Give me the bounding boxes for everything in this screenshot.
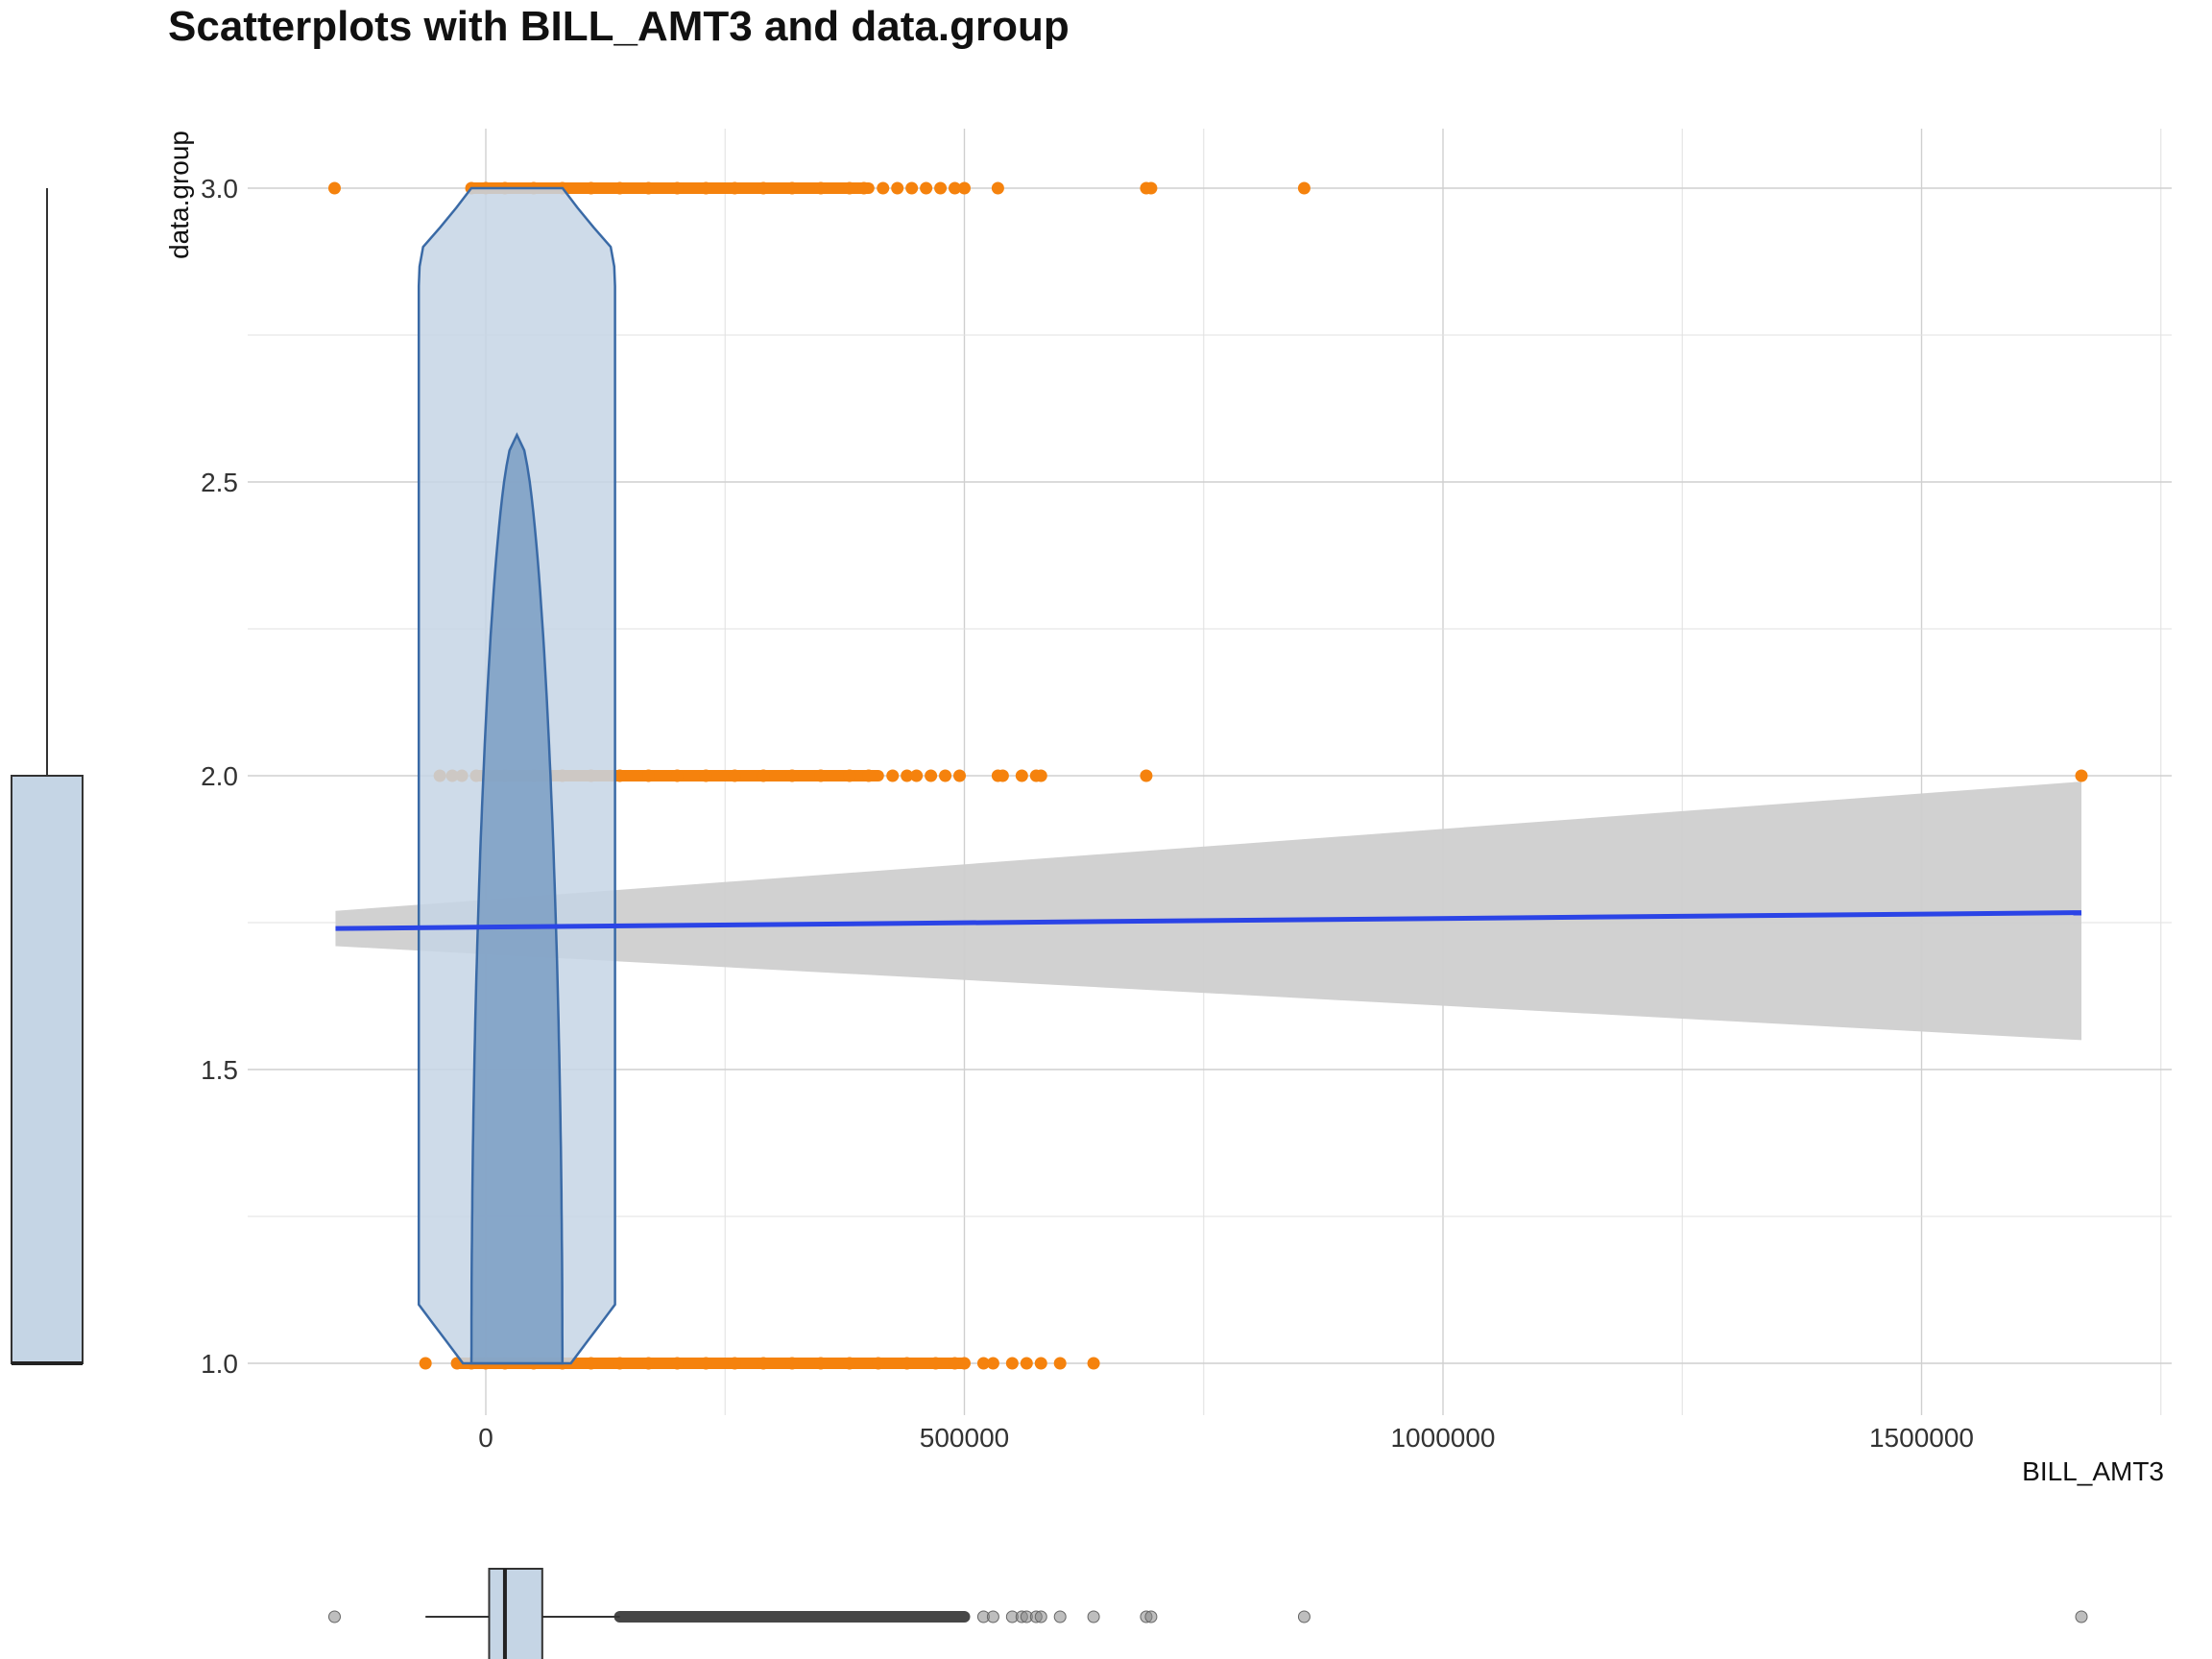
data-point: [785, 181, 799, 195]
data-point: [901, 769, 914, 782]
data-point: [641, 1357, 655, 1370]
data-point: [996, 769, 1009, 782]
data-point: [814, 181, 828, 195]
y-tick-label: 3.0: [201, 174, 238, 204]
data-point: [699, 1357, 712, 1370]
y-axis-label: data.group: [164, 131, 194, 259]
data-point: [939, 769, 952, 782]
x-box-outlier: [1087, 1610, 1100, 1623]
data-point: [670, 769, 684, 782]
data-point: [699, 769, 712, 782]
x-tick-label: 500000: [920, 1423, 1009, 1453]
data-point: [728, 769, 741, 782]
x-axis-label: BILL_AMT3: [2022, 1456, 2164, 1486]
data-point: [843, 1357, 856, 1370]
x-box-outlier: [1144, 1610, 1158, 1623]
data-point: [886, 769, 900, 782]
data-point: [757, 1357, 770, 1370]
data-point: [891, 181, 904, 195]
data-point: [2075, 769, 2088, 782]
x-box-outlier: [986, 1610, 999, 1623]
y-tick-label: 1.5: [201, 1055, 238, 1085]
data-point: [905, 181, 919, 195]
data-point: [585, 1357, 598, 1370]
data-point: [613, 181, 627, 195]
data-point: [920, 181, 933, 195]
data-point: [1034, 769, 1047, 782]
data-point: [785, 769, 799, 782]
data-point: [585, 181, 598, 195]
data-point: [641, 181, 655, 195]
x-tick-label: 1000000: [1390, 1423, 1495, 1453]
data-point: [872, 1357, 885, 1370]
data-point: [1297, 181, 1310, 195]
data-point: [949, 1357, 962, 1370]
data-point: [327, 181, 341, 195]
y-tick-label: 2.5: [201, 468, 238, 497]
data-point: [1144, 181, 1158, 195]
data-point: [843, 769, 856, 782]
density-violins: [417, 186, 616, 1365]
data-point: [1087, 1357, 1100, 1370]
data-point: [613, 1357, 627, 1370]
data-point: [1034, 1357, 1047, 1370]
y-marginal-boxplot: [11, 188, 84, 1365]
y-box-body: [11, 775, 84, 1364]
x-axis-ticks: 0 500000 1000000 1500000: [478, 1423, 1974, 1453]
data-point: [953, 769, 967, 782]
confidence-band-area: [335, 781, 2081, 1041]
data-point: [991, 181, 1004, 195]
data-point: [728, 1357, 741, 1370]
data-point: [929, 1357, 943, 1370]
x-marginal-boxplot: [327, 1568, 2088, 1659]
data-point: [901, 1357, 914, 1370]
data-point: [757, 181, 770, 195]
data-point: [976, 1357, 990, 1370]
data-point: [1015, 769, 1028, 782]
density-inner: [469, 432, 565, 1365]
data-point: [814, 1357, 828, 1370]
chart-title: Scatterplots with BILL_AMT3 and data.gro…: [168, 3, 1070, 50]
data-point: [670, 1357, 684, 1370]
y-tick-label: 2.0: [201, 761, 238, 791]
data-point: [814, 769, 828, 782]
data-point: [728, 181, 741, 195]
regression-line: [335, 910, 2082, 931]
x-tick-label: 1500000: [1869, 1423, 1974, 1453]
confidence-band: [335, 781, 2081, 1041]
x-box-outlier: [1053, 1610, 1067, 1623]
data-point: [785, 1357, 799, 1370]
data-point: [1005, 1357, 1019, 1370]
x-tick-label: 0: [478, 1423, 493, 1453]
data-point: [1020, 1357, 1033, 1370]
data-point: [958, 1357, 971, 1370]
data-point: [986, 1357, 999, 1370]
data-point: [857, 181, 871, 195]
data-point: [843, 181, 856, 195]
data-point: [949, 181, 962, 195]
data-point: [613, 769, 627, 782]
data-point: [958, 181, 971, 195]
data-point: [925, 769, 938, 782]
data-point: [670, 181, 684, 195]
x-box-outlier: [327, 1610, 341, 1623]
y-tick-label: 1.0: [201, 1349, 238, 1379]
data-point: [419, 1357, 432, 1370]
data-point: [910, 769, 924, 782]
x-box-outlier: [2075, 1610, 2088, 1623]
data-point: [1053, 1357, 1067, 1370]
data-point: [699, 181, 712, 195]
data-point: [1140, 769, 1153, 782]
regression-line-path: [335, 910, 2082, 931]
x-box-body: [488, 1568, 543, 1659]
data-point: [757, 769, 770, 782]
x-box-outlier: [1297, 1610, 1310, 1623]
data-point: [934, 181, 948, 195]
data-point: [641, 769, 655, 782]
data-point: [862, 769, 876, 782]
y-axis-ticks: 1.0 1.5 2.0 2.5 3.0: [201, 174, 238, 1379]
x-box-outlier: [1034, 1610, 1047, 1623]
data-point: [877, 181, 890, 195]
